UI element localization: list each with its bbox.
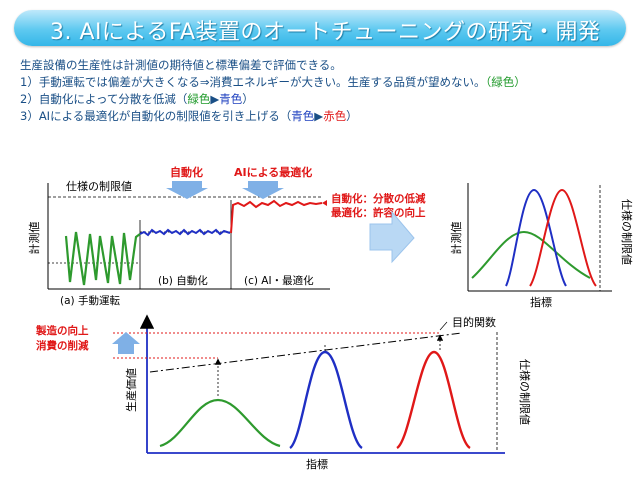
- segment-a-label: (a) 手動運転: [60, 294, 120, 307]
- bottom-limit-label: 仕様の制限値: [518, 359, 532, 425]
- intro-line-1: 生産設備の生産性は計測値の期待値と標準偏差で評価できる。: [20, 58, 342, 72]
- intro-line-4-text: 3）AIによる最適化が自動化の制限値を引き上げる（: [20, 109, 292, 123]
- intro-line-2-color: （緑色）: [485, 75, 526, 89]
- transition-right-arrow: [369, 210, 415, 264]
- effect-pointer: [322, 200, 327, 206]
- segment-b-label: (b) 自動化: [158, 274, 208, 287]
- ai-optimization-signal: [230, 199, 323, 234]
- ai-optimization-header: AIによる最適化: [234, 165, 312, 179]
- automation-header: 自動化: [170, 165, 203, 179]
- ai-down-arrow: [242, 181, 284, 199]
- automation-down-arrow: [166, 181, 208, 199]
- top-right-blue-curve: [505, 188, 567, 287]
- intro-line-4-suffix: ）: [346, 109, 358, 123]
- intro-line-4-blue: 青色: [291, 109, 315, 123]
- improvement-up-arrow: [112, 332, 140, 354]
- effect-label-1: 自動化：分散の低減: [331, 192, 426, 205]
- objective-function-line: [149, 332, 463, 373]
- intro-line-3-suffix: ）: [242, 92, 254, 106]
- top-left-chart: 仕様の制限値 計測値 (a) 手動運転 (b) 自動化 (c) AI・最適化 自…: [27, 165, 426, 307]
- top-right-green-curve: [471, 230, 591, 279]
- intro-line-3-text: 2）自動化によって分散を低減（: [20, 92, 188, 106]
- manual-operation-signal: [64, 231, 141, 286]
- intro-line-2: 1）手動運転では偏差が大きくなる⇒消費エネルギーが大きい。生産する品質が望めない…: [20, 74, 620, 91]
- intro-line-2-text: 1）手動運転では偏差が大きくなる⇒消費エネルギーが大きい。生産する品質が望めない…: [20, 75, 486, 89]
- intro-text: 生産設備の生産性は計測値の期待値と標準偏差で評価できる。 1）手動運転では偏差が…: [20, 57, 620, 125]
- objective-function-label: 目的関数: [452, 315, 496, 329]
- benefit-label-2: 消費の削減: [36, 339, 89, 352]
- bottom-x-label: 指標: [306, 457, 328, 471]
- bottom-green-curve: [159, 398, 281, 448]
- intro-line-4-red: 赤色: [323, 109, 347, 123]
- title-bar: [14, 10, 626, 46]
- intro-line-3: 2）自動化によって分散を低減（緑色▶青色）: [20, 91, 620, 108]
- page-title: 3. AIによるFA装置のオートチューニングの研究・開発: [50, 20, 601, 45]
- intro-line-3-blue: 青色: [219, 92, 243, 106]
- bottom-y-label: 生産価値: [124, 368, 138, 412]
- benefit-label-1: 製造の向上: [35, 324, 89, 337]
- segment-c-label: (c) AI・最適化: [244, 274, 314, 287]
- top-right-limit-label: 仕様の制限値: [620, 199, 634, 265]
- intro-line-3-arrow: ▶: [210, 92, 220, 106]
- effect-label-2: 最適化：許容の向上: [331, 206, 426, 219]
- intro-line-4: 3）AIによる最適化が自動化の制限値を引き上げる（青色▶赤色）: [20, 108, 620, 125]
- top-left-limit-label: 仕様の制限値: [66, 179, 132, 193]
- top-right-y-label: 計測値: [449, 222, 463, 255]
- top-left-y-label: 計測値: [27, 222, 41, 255]
- top-right-red-curve: [529, 188, 597, 287]
- intro-line-4-arrow: ▶: [314, 109, 324, 123]
- objective-label-pointer: [439, 321, 448, 331]
- top-right-x-label: 指標: [530, 295, 552, 309]
- automation-signal: [139, 228, 231, 237]
- bottom-chart: 生産価値 指標 目的関数 仕様の制限値 製造の向上 消費の削減: [35, 314, 532, 471]
- bottom-blue-curve: [289, 350, 363, 450]
- bottom-red-curve: [396, 350, 471, 450]
- top-right-chart: 計測値 指標 仕様の制限値: [449, 183, 634, 309]
- intro-line-3-green: 緑色: [187, 92, 211, 106]
